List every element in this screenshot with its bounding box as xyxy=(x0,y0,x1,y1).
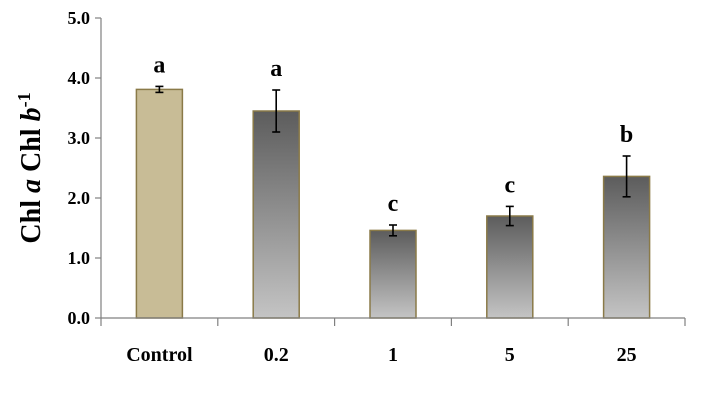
bar-1 xyxy=(252,110,300,319)
error-bar-4 xyxy=(622,155,631,198)
y-tick-label-2: 2.0 xyxy=(68,188,91,208)
x-tick-label-0: Control xyxy=(126,344,193,366)
significance-letter-4: b xyxy=(620,122,633,148)
bar-4 xyxy=(602,175,651,319)
significance-letter-3: c xyxy=(504,172,515,198)
y-axis-label: Chl a Chl b-1 xyxy=(14,92,47,243)
y-tick-label-4: 4.0 xyxy=(68,68,91,88)
error-bars xyxy=(155,85,631,237)
y-axis-label-part: Chl xyxy=(16,121,47,179)
x-tick-label-4: 25 xyxy=(617,344,637,366)
significance-letter-1: a xyxy=(270,56,282,82)
y-axis-label-part: -1 xyxy=(14,92,34,107)
y-axis-label-part: Chl xyxy=(16,193,47,244)
significance-letter-0: a xyxy=(153,52,165,78)
error-bar-1 xyxy=(272,89,281,133)
y-axis-label-text: Chl a Chl b-1 xyxy=(14,92,47,243)
y-axis-label-part: b xyxy=(16,107,47,121)
error-bar-0 xyxy=(155,85,164,94)
x-tick-label-3: 5 xyxy=(505,344,515,366)
significance-letters: a a c c b xyxy=(153,52,633,217)
y-tick-label-0: 0.0 xyxy=(68,308,91,328)
y-tick-label-1: 1.0 xyxy=(68,248,91,268)
error-bar-3 xyxy=(505,205,514,227)
y-tick-label-3: 3.0 xyxy=(68,128,91,148)
x-tick-label-1: 0.2 xyxy=(264,344,289,366)
y-tick-label-5: 5.0 xyxy=(68,8,91,28)
y-axis-label-part: a xyxy=(16,179,47,193)
axes xyxy=(95,17,686,326)
bar-3 xyxy=(486,215,534,319)
y-tick-labels: 0.0 1.0 2.0 3.0 4.0 5.0 xyxy=(68,8,91,328)
significance-letter-2: c xyxy=(388,191,399,217)
bar-2 xyxy=(369,229,417,319)
bar-0 xyxy=(135,88,184,319)
x-tick-labels: Control 0.2 1 5 25 xyxy=(126,344,636,366)
error-bar-2 xyxy=(389,224,397,237)
x-tick-label-2: 1 xyxy=(388,344,398,366)
